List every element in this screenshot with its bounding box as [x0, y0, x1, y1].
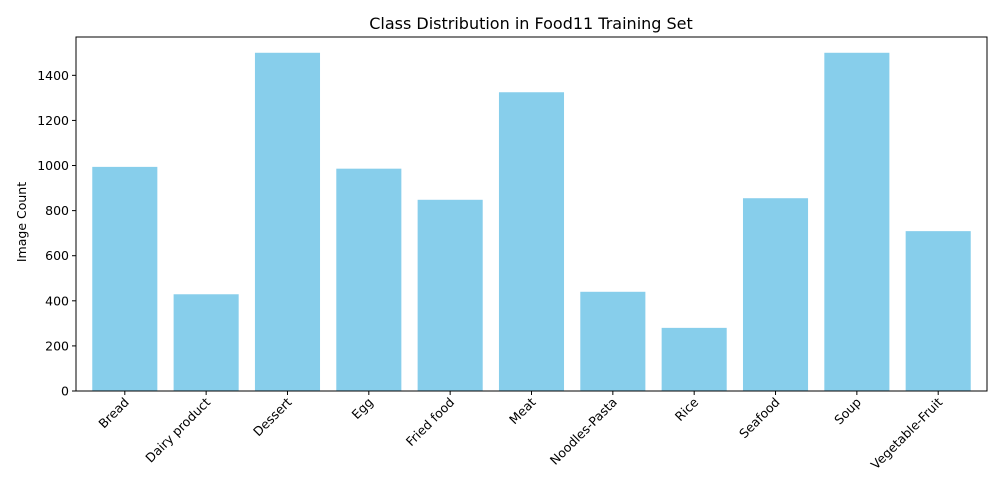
x-tick-label: Rice	[672, 394, 702, 424]
bar-soup	[824, 52, 890, 391]
bar-noodles-pasta	[580, 291, 646, 391]
x-tick-label: Fried food	[403, 395, 458, 450]
y-axis-label: Image Count	[14, 182, 29, 262]
y-tick-label: 800	[45, 203, 69, 218]
bar-rice	[661, 327, 727, 391]
chart-title: Class Distribution in Food11 Training Se…	[369, 14, 693, 33]
bar-vegetable-fruit	[905, 231, 971, 391]
y-tick-label: 1000	[37, 158, 69, 173]
y-tick-label: 400	[45, 293, 69, 308]
y-tick-label: 600	[45, 248, 69, 263]
bar-seafood	[742, 198, 809, 391]
x-tick-label: Egg	[349, 395, 376, 422]
x-tick-label: Bread	[95, 395, 132, 432]
x-tick-label: Seafood	[736, 395, 783, 442]
y-tick-label: 1400	[37, 68, 69, 83]
plot-frame	[75, 36, 988, 392]
y-tick-label: 0	[61, 384, 69, 399]
y-axis: 0 200 400 600 800 1000 1200 1400	[37, 68, 76, 399]
bar-egg	[336, 168, 402, 391]
bars-group	[92, 52, 971, 392]
y-tick-label: 1200	[37, 113, 69, 128]
bar-fried-food	[417, 199, 483, 391]
x-tick-label: Noodles-Pasta	[547, 395, 620, 468]
bar-meat	[498, 92, 565, 392]
x-axis: Bread Dairy product Dessert Egg Fried food Me…	[95, 391, 945, 472]
y-tick-label: 200	[45, 338, 69, 353]
x-tick-label: Dairy product	[142, 394, 213, 465]
x-tick-label: Meat	[506, 394, 539, 427]
x-tick-label: Vegetable-Fruit	[868, 394, 946, 472]
bar-dessert	[254, 52, 321, 391]
x-tick-label: Dessert	[250, 394, 295, 439]
x-tick-label: Soup	[831, 394, 864, 427]
bar-dairy-product	[173, 294, 239, 391]
bar-bread	[92, 166, 158, 391]
